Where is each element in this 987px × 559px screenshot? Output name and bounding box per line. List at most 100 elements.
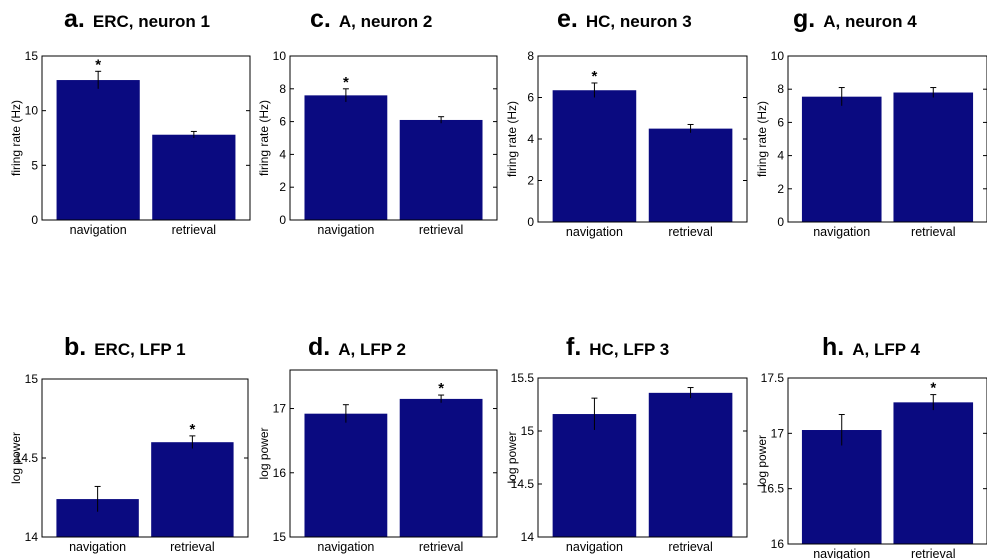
y-tick-label: 6 (777, 115, 784, 129)
panel-c: c. A, neuron 2 * navigation retrieval 0 2 4 6 8 10… (257, 5, 498, 237)
significance-star: * (438, 380, 444, 397)
category-label: navigation (317, 540, 374, 554)
panel-letter: g. (793, 5, 815, 33)
bar-navigation (801, 430, 882, 544)
bar-retrieval (399, 398, 483, 537)
y-tick-label: 14 (25, 530, 39, 544)
category-label: retrieval (419, 223, 463, 237)
category-label: retrieval (668, 540, 712, 554)
panel-title: b. ERC, LFP 1 (64, 333, 186, 361)
category-label: navigation (813, 547, 870, 559)
panel-letter: a. (64, 5, 85, 33)
y-tick-label: 2 (279, 180, 286, 194)
category-label: navigation (566, 540, 623, 554)
panel-title-text: HC, LFP 3 (589, 340, 669, 359)
category-label: retrieval (170, 540, 214, 554)
panel-title: g. A, neuron 4 (793, 5, 917, 33)
bar-retrieval (648, 128, 733, 222)
category-label: retrieval (172, 223, 216, 237)
significance-star: * (930, 380, 936, 397)
y-axis-label: firing rate (Hz) (9, 100, 23, 176)
y-tick-label: 6 (527, 91, 534, 105)
y-axis-label: log power (9, 432, 23, 484)
bar-navigation (552, 414, 637, 537)
y-tick-label: 14.5 (511, 477, 535, 491)
y-tick-label: 10 (771, 49, 785, 63)
panel-letter: b. (64, 333, 86, 361)
panel-title: h. A, LFP 4 (822, 333, 920, 361)
y-tick-label: 16.5 (761, 482, 785, 496)
panel-title-text: ERC, neuron 1 (93, 12, 210, 31)
panel-letter: f. (566, 333, 581, 361)
y-tick-label: 17.5 (761, 371, 785, 385)
y-tick-label: 8 (279, 82, 286, 96)
category-label: navigation (813, 225, 870, 239)
y-tick-label: 0 (777, 215, 784, 229)
panel-title: c. A, neuron 2 (310, 5, 432, 33)
y-tick-label: 6 (279, 115, 286, 129)
y-tick-label: 10 (273, 49, 287, 63)
y-tick-label: 14.5 (15, 451, 39, 465)
axes-frame (289, 369, 498, 538)
y-tick-label: 15 (521, 424, 535, 438)
category-label: retrieval (419, 540, 463, 554)
panel-title: a. ERC, neuron 1 (64, 5, 210, 33)
y-axis-label: log power (257, 427, 271, 479)
panel-e: e. HC, neuron 3 * navigation retrieval 0 2 4 6 8 f… (505, 5, 748, 239)
y-axis-label: firing rate (Hz) (505, 101, 519, 177)
category-label: retrieval (911, 225, 955, 239)
axes-frame (41, 55, 251, 221)
y-tick-label: 4 (777, 149, 784, 163)
bar-navigation (304, 413, 388, 537)
y-tick-label: 5 (31, 158, 38, 172)
y-axis-label: firing rate (Hz) (257, 100, 271, 176)
y-tick-label: 16 (273, 466, 287, 480)
panel-title-text: A, neuron 2 (339, 12, 433, 31)
axes-frame (787, 55, 987, 223)
y-tick-label: 17 (273, 402, 287, 416)
category-label: navigation (317, 223, 374, 237)
panel-a: a. ERC, neuron 1 * navigation retrieval 0 5 10 1… (9, 5, 251, 237)
axes-frame (537, 377, 748, 538)
y-tick-label: 4 (527, 132, 534, 146)
bar-retrieval (893, 402, 974, 544)
panel-letter: e. (557, 5, 578, 33)
axes-frame (787, 377, 987, 545)
bar-retrieval (151, 442, 234, 537)
bar-navigation (552, 90, 637, 222)
significance-star: * (592, 68, 598, 85)
panel-title: e. HC, neuron 3 (557, 5, 692, 33)
panel-letter: c. (310, 5, 331, 33)
significance-star: * (95, 56, 101, 73)
panel-f: f. HC, LFP 3 navigation retrieval 14 14.5 15 15… (505, 333, 748, 554)
panel-b: b. ERC, LFP 1 navigation * retrieval 14 14.5 15… (9, 333, 249, 554)
bar-navigation (801, 96, 882, 222)
panel-title: f. HC, LFP 3 (566, 333, 669, 361)
y-tick-label: 15 (25, 372, 39, 386)
y-tick-label: 15 (273, 530, 287, 544)
panel-h: h. A, LFP 4 navigation * retrieval 16 16.5 17 17… (755, 333, 987, 559)
panel-d: d. A, LFP 2 navigation * retrieval 15 16 17log … (257, 333, 498, 554)
y-tick-label: 0 (279, 213, 286, 227)
axes-frame (289, 55, 498, 221)
bar-retrieval (648, 392, 733, 537)
y-tick-label: 4 (279, 147, 286, 161)
category-label: navigation (69, 540, 126, 554)
category-label: navigation (70, 223, 127, 237)
y-tick-label: 2 (777, 182, 784, 196)
significance-star: * (343, 74, 349, 91)
y-tick-label: 14 (521, 530, 535, 544)
bar-navigation (304, 95, 388, 220)
y-tick-label: 8 (527, 49, 534, 63)
panel-title-text: A, neuron 4 (823, 12, 917, 31)
y-tick-label: 0 (527, 215, 534, 229)
bar-retrieval (399, 119, 483, 220)
y-tick-label: 0 (31, 213, 38, 227)
panel-title-text: HC, neuron 3 (586, 12, 692, 31)
y-tick-label: 15 (25, 49, 39, 63)
y-tick-label: 16 (771, 537, 785, 551)
y-axis-label: log power (755, 435, 769, 487)
category-label: retrieval (668, 225, 712, 239)
y-tick-label: 10 (25, 104, 39, 118)
